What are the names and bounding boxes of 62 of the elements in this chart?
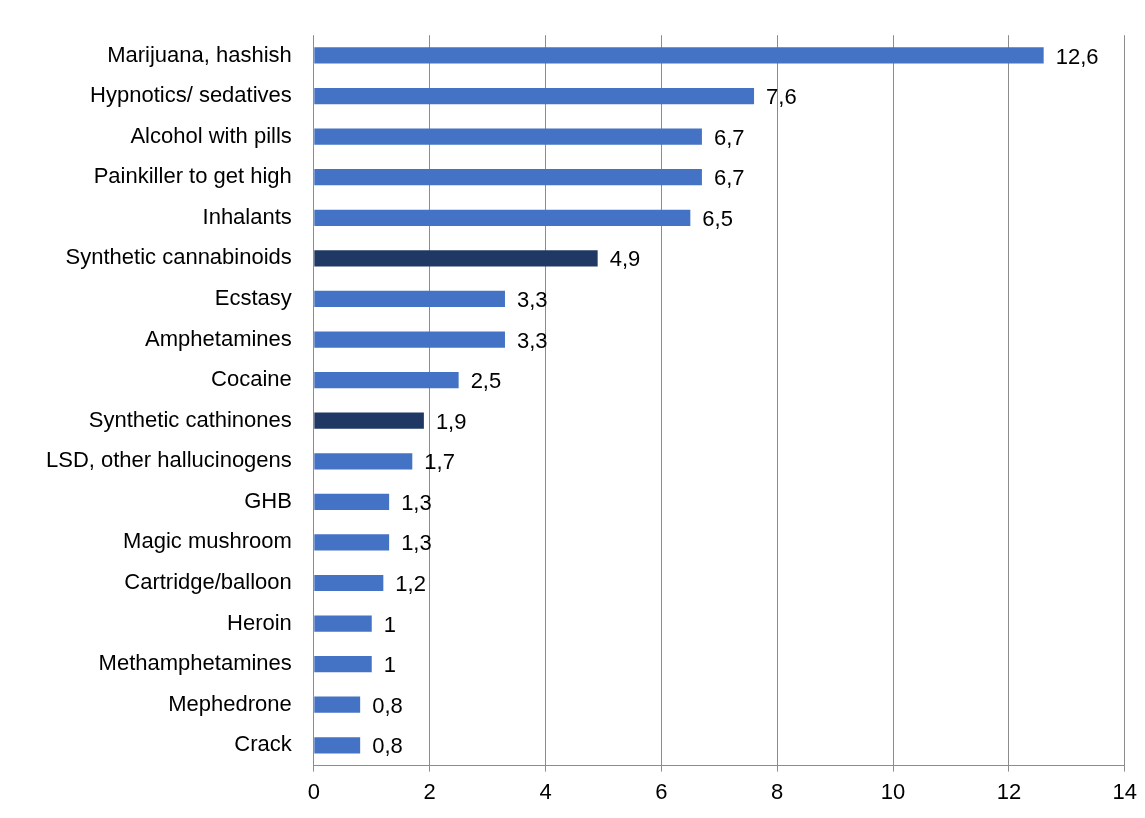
data-label: 0,8 — [372, 733, 403, 759]
data-label: 1,3 — [401, 489, 432, 515]
bar — [314, 128, 702, 145]
y-tick-label: Marijuana, hashish — [107, 41, 292, 67]
data-label: 1 — [383, 652, 396, 678]
y-tick-label: Ecstasy — [214, 285, 292, 311]
bar — [314, 250, 598, 267]
y-tick-label: Cartridge/balloon — [124, 569, 292, 595]
data-label: 3,3 — [516, 287, 548, 313]
x-tick-label: 12 — [996, 778, 1022, 804]
data-label: 1,9 — [435, 408, 467, 434]
data-label: 2,5 — [470, 368, 502, 394]
y-tick-label: Mephedrone — [168, 690, 292, 716]
y-tick-label: Magic mushroom — [123, 528, 292, 554]
y-tick-label: Methamphetamines — [98, 650, 292, 676]
data-label: 6,5 — [702, 205, 733, 231]
bar — [314, 574, 384, 592]
x-tick-label: 4 — [539, 778, 552, 804]
data-label: 1 — [383, 611, 396, 637]
bar — [314, 290, 505, 308]
data-label: 0,8 — [372, 692, 403, 718]
bar — [314, 412, 424, 429]
bar — [314, 493, 390, 510]
y-tick-label: Synthetic cathinones — [88, 406, 292, 432]
data-label: 12,6 — [1055, 43, 1099, 69]
data-label: 1,2 — [395, 571, 426, 597]
x-tick-label: 14 — [1112, 778, 1138, 804]
data-label: 7,6 — [766, 84, 797, 110]
y-tick-label: Synthetic cannabinoids — [65, 244, 292, 270]
data-label: 3,3 — [516, 327, 548, 353]
y-tick-label: Crack — [234, 731, 293, 757]
data-label: 4,9 — [609, 246, 641, 272]
x-tick-label: 8 — [771, 778, 784, 804]
bar — [314, 453, 413, 470]
bar — [314, 209, 691, 226]
x-tick-label: 10 — [880, 778, 906, 804]
bar — [314, 615, 372, 632]
bar — [314, 331, 505, 348]
y-tick-label: Amphetamines — [145, 325, 292, 351]
y-tick-label: Inhalants — [202, 203, 292, 229]
y-tick-label: Cocaine — [211, 366, 292, 392]
bar — [314, 696, 361, 713]
bar — [314, 656, 372, 673]
bar — [314, 372, 459, 389]
bar — [314, 169, 702, 186]
x-tick-label: 6 — [655, 778, 668, 804]
bar — [314, 47, 1044, 64]
data-label: 6,7 — [713, 165, 745, 191]
y-tick-label: GHB — [244, 487, 292, 513]
y-tick-label: Painkiller to get high — [93, 163, 292, 189]
y-tick-label: LSD, other hallucinogens — [46, 447, 292, 473]
x-tick-label: 0 — [307, 778, 320, 804]
y-tick-label: Heroin — [227, 609, 292, 635]
bar — [314, 737, 361, 754]
y-tick-label: Alcohol with pills — [130, 122, 292, 148]
data-label: 6,7 — [713, 124, 745, 150]
data-label: 1,7 — [424, 449, 455, 475]
bar — [314, 534, 390, 551]
data-label: 1,3 — [401, 530, 432, 556]
bar — [314, 87, 755, 105]
x-tick-label: 2 — [423, 778, 436, 804]
y-tick-label: Hypnotics/ sedatives — [90, 82, 292, 108]
